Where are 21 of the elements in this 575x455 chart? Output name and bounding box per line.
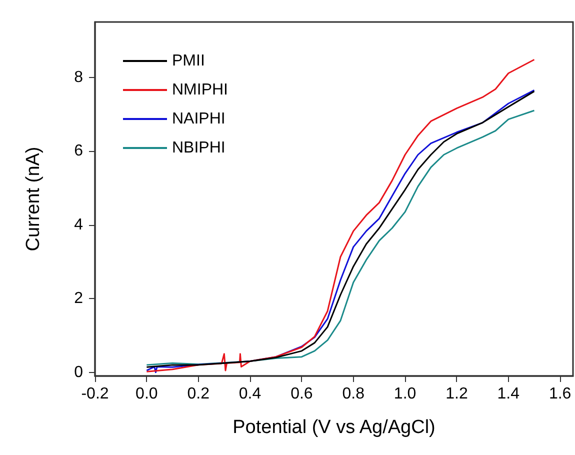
y-tick-label: 6 (74, 142, 84, 160)
legend-label: NAIPHI (172, 110, 226, 128)
x-tick-label: 0.6 (290, 386, 313, 402)
x-tick-label: 0.4 (238, 386, 262, 402)
x-axis-title: Potential (V vs Ag/AgCl) (232, 417, 436, 438)
x-tick-label: 0.8 (342, 386, 365, 402)
y-tick-label: 2 (74, 290, 84, 308)
legend-label: PMII (172, 52, 205, 70)
y-tick-label: 4 (74, 216, 84, 234)
legend-label: NMIPHI (172, 82, 228, 98)
x-tick-label: 0.2 (187, 386, 210, 402)
y-tick-label: 0 (74, 364, 84, 381)
y-axis-title: Current (nA) (23, 146, 44, 252)
x-tick-label: 1.2 (446, 386, 468, 402)
x-tick-label: 1.0 (394, 386, 416, 402)
x-tick-label: 0.0 (136, 386, 158, 402)
legend-label: NBIPHI (172, 140, 226, 156)
x-tick-label: 1.6 (548, 386, 572, 402)
x-tick-label: -0.2 (81, 386, 109, 402)
x-tick-label: 1.4 (497, 386, 520, 402)
y-tick-label: 8 (74, 68, 84, 86)
